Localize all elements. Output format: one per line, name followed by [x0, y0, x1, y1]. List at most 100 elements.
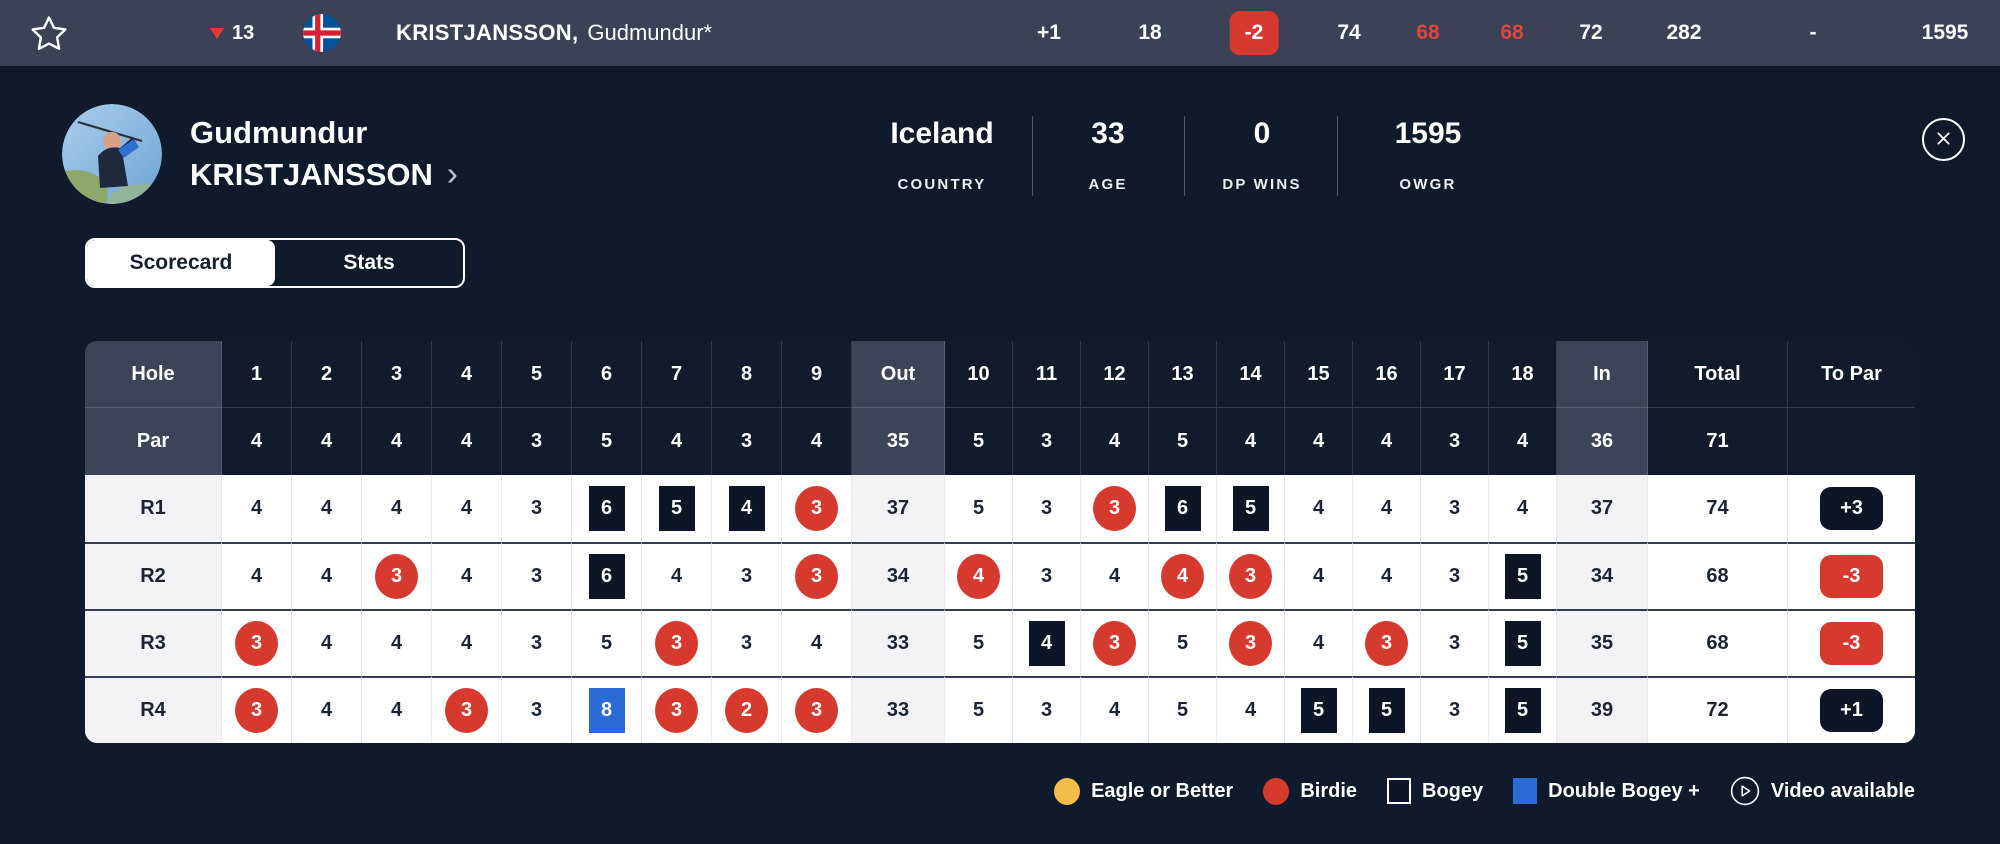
- hole-score: 3: [502, 676, 572, 743]
- hole-score: 3: [712, 542, 782, 609]
- leaderboard-stat: 18: [1138, 21, 1162, 44]
- score-birdie: 3: [445, 688, 488, 733]
- profile-first-name: Gudmundur: [190, 115, 368, 150]
- hole-score: 4: [1285, 609, 1353, 676]
- stat-divider: [1337, 116, 1338, 196]
- score-birdie: 3: [235, 621, 278, 666]
- par-value: 4: [1489, 408, 1557, 475]
- score-birdie: 3: [235, 688, 278, 733]
- hole-number: 10: [945, 341, 1013, 408]
- hole-score: 4: [945, 542, 1013, 609]
- hole-number: 5: [502, 341, 572, 408]
- hole-score: 3: [782, 676, 852, 743]
- hole-number: 4: [432, 341, 502, 408]
- total-header-cell: Total: [1648, 341, 1788, 408]
- score-bogey: 4: [728, 486, 765, 531]
- legend-label: Birdie: [1300, 779, 1358, 802]
- hole-score: 4: [1353, 542, 1421, 609]
- par-value: 4: [222, 408, 292, 475]
- par-label-cell: Par: [85, 408, 222, 475]
- hole-score: 4: [432, 475, 502, 542]
- hole-score: 6: [1149, 475, 1217, 542]
- profile-player-name-link[interactable]: Gudmundur KRISTJANSSON ›: [190, 112, 458, 195]
- score-bogey: 6: [1164, 486, 1201, 531]
- hole-score: 4: [1489, 475, 1557, 542]
- round-to-par-cell: -3: [1788, 542, 1915, 609]
- round-out-total: 37: [852, 475, 945, 542]
- par-value: 4: [1217, 408, 1285, 475]
- round-in-total: 34: [1557, 542, 1648, 609]
- hole-score: 4: [782, 609, 852, 676]
- hole-score: 3: [1421, 676, 1489, 743]
- hole-score: 4: [362, 609, 432, 676]
- par-value: 3: [1421, 408, 1489, 475]
- legend-label: Bogey: [1422, 779, 1484, 802]
- favorite-star-button[interactable]: [28, 13, 70, 55]
- leaderboard-player-name: KRISTJANSSON, Gudmundur*: [396, 0, 712, 66]
- score-bogey: 5: [1504, 554, 1541, 599]
- close-button[interactable]: [1922, 118, 1965, 161]
- score-bogey: 5: [1368, 688, 1405, 733]
- legend-label: Video available: [1770, 779, 1915, 802]
- par-value: 4: [782, 408, 852, 475]
- hole-score: 6: [572, 542, 642, 609]
- round-total: 68: [1648, 542, 1788, 609]
- hole-score: 8: [572, 676, 642, 743]
- to-par-badge: +1: [1820, 689, 1883, 732]
- hole-number: 7: [642, 341, 712, 408]
- stat-divider: [1032, 116, 1033, 196]
- tab-scorecard[interactable]: Scorecard: [87, 240, 275, 286]
- tab-stats[interactable]: Stats: [275, 240, 463, 286]
- leaderboard-stat: 74: [1337, 21, 1361, 44]
- hole-score: 4: [1285, 475, 1353, 542]
- hole-score: 4: [292, 542, 362, 609]
- hole-score: 4: [1217, 676, 1285, 743]
- double-bogey-square-icon: [1513, 778, 1538, 804]
- score-birdie: 3: [655, 688, 698, 733]
- score-birdie: 3: [1229, 554, 1272, 599]
- hole-number: 17: [1421, 341, 1489, 408]
- hole-number: 6: [572, 341, 642, 408]
- hole-score: 3: [1081, 475, 1149, 542]
- hole-score: 5: [1489, 676, 1557, 743]
- hole-score: 4: [1353, 475, 1421, 542]
- hole-score: 3: [782, 542, 852, 609]
- bogey-square-icon: [1387, 778, 1412, 804]
- hole-score: 3: [502, 475, 572, 542]
- par-value: 5: [1149, 408, 1217, 475]
- birdie-circle-icon: [1263, 777, 1290, 805]
- hole-score: 3: [1217, 542, 1285, 609]
- player-first-name: Gudmundur*: [587, 20, 713, 45]
- leaderboard-stat: 72: [1579, 21, 1603, 44]
- leaderboard-stat: -2: [1229, 11, 1279, 55]
- hole-score: 3: [1217, 609, 1285, 676]
- leaderboard-row[interactable]: 13 KRISTJANSSON, Gudmundur* +1 18 -2 74 68 68…: [0, 0, 2000, 66]
- leaderboard-stat: 68: [1500, 21, 1524, 44]
- hole-number: 18: [1489, 341, 1557, 408]
- score-birdie: 3: [795, 688, 838, 733]
- video-play-icon: [1730, 776, 1760, 806]
- round-out-total: 33: [852, 676, 945, 743]
- par-out-value: 35: [852, 408, 945, 475]
- score-birdie: 3: [1229, 621, 1272, 666]
- par-value: 4: [432, 408, 502, 475]
- round-total: 68: [1648, 609, 1788, 676]
- hole-number: 16: [1353, 341, 1421, 408]
- round-out-total: 34: [852, 542, 945, 609]
- hole-number: 2: [292, 341, 362, 408]
- hole-score: 4: [1081, 676, 1149, 743]
- hole-score: 5: [1149, 676, 1217, 743]
- hole-score: 3: [782, 475, 852, 542]
- profile-stat-label: COUNTRY: [897, 176, 987, 193]
- tab-group: Scorecard Stats: [85, 238, 465, 288]
- score-birdie: 3: [795, 486, 838, 531]
- score-birdie: 3: [1093, 486, 1136, 531]
- hole-number: 9: [782, 341, 852, 408]
- hole-score: 3: [502, 609, 572, 676]
- hole-score: 3: [1421, 542, 1489, 609]
- hole-header-cell: Hole: [85, 341, 222, 408]
- hole-number: 11: [1013, 341, 1081, 408]
- hole-score: 5: [1285, 676, 1353, 743]
- hole-score: 3: [712, 609, 782, 676]
- round-in-total: 39: [1557, 676, 1648, 743]
